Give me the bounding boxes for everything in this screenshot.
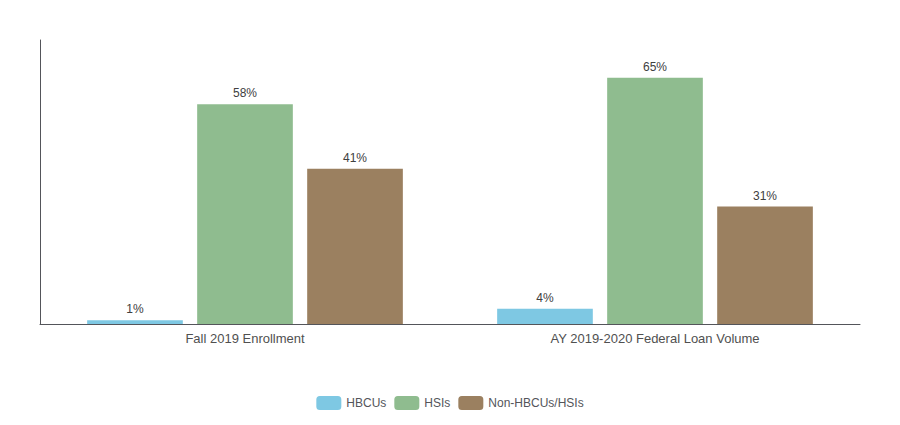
svg-text:Non-HBCUs/HSIs: Non-HBCUs/HSIs <box>488 396 583 410</box>
svg-text:Fall 2019 Enrollment: Fall 2019 Enrollment <box>185 331 305 346</box>
svg-text:41%: 41% <box>343 151 367 165</box>
svg-text:58%: 58% <box>233 86 257 100</box>
svg-text:AY 2019-2020 Federal Loan Volu: AY 2019-2020 Federal Loan Volume <box>550 331 759 346</box>
svg-text:HBCUs: HBCUs <box>346 396 386 410</box>
svg-text:HSIs: HSIs <box>424 396 450 410</box>
svg-text:65%: 65% <box>643 60 667 74</box>
svg-text:1%: 1% <box>126 302 144 316</box>
svg-text:31%: 31% <box>753 189 777 203</box>
svg-text:4%: 4% <box>536 291 554 305</box>
